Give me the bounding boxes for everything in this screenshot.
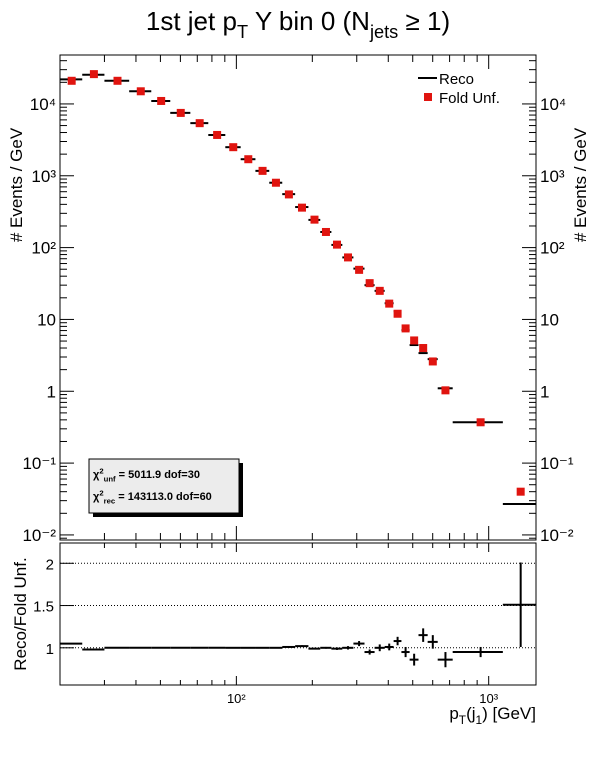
ratio-frame [59,542,537,686]
text-part: T [237,22,248,42]
fold-marker [393,309,402,318]
fold-marker [476,418,485,427]
text-part: ≥ 1) [398,6,450,36]
fold-marker [113,76,122,85]
ratio-y-tick-label: 1 [46,641,54,658]
legend-marker [424,93,432,101]
text-part: χ [93,491,100,503]
text-part: 1st jet p [146,6,237,36]
x-axis-title: pT(j1) [GeV] [449,704,536,727]
y-tick-label: 10⁻² [22,526,56,545]
chart-title: 1st jet pT Y bin 0 (Njets ≥ 1) [146,6,450,42]
text-part: 2 [99,489,103,498]
y-tick-label-right: 10⁴ [540,95,566,114]
ratio-y-axis-title: Reco/Fold Unf. [11,557,30,670]
fold-marker [516,487,525,496]
ratio-y-tick-label: 2 [46,556,54,573]
text-part: T [459,713,466,727]
fold-marker [428,357,437,366]
y-tick-label-right: 10³ [540,167,565,186]
fold-marker [89,70,98,79]
fold-marker [284,190,293,199]
text-part: (j [466,704,475,723]
text-part: χ [93,469,100,481]
text-part: Y bin 0 (N [248,6,370,36]
text-part: unf [104,474,116,483]
text-part: rec [104,496,116,505]
fold-marker [67,76,76,85]
fold-marker [441,386,450,395]
x-tick-label: 10³ [479,691,498,706]
fold-marker [213,130,222,139]
y-tick-label: 10⁻¹ [22,454,56,473]
text-part: = 143113.0 dof=60 [115,491,212,503]
fold-marker [355,265,364,274]
fold-marker [321,227,330,236]
fold-marker [344,253,353,262]
text-part: ) [GeV] [482,704,536,723]
fold-marker [419,344,428,353]
fold-marker [365,279,374,288]
fold-marker [401,324,410,333]
y-tick-label-right: 10⁻² [540,526,574,545]
fold-marker [176,108,185,117]
y-tick-label: 10² [31,239,56,258]
y-tick-label: 1 [47,382,56,401]
fold-marker [385,299,394,308]
fold-marker [297,203,306,212]
y-tick-label-right: 10² [540,239,565,258]
y-tick-label: 10 [37,310,56,329]
fold-marker [157,96,166,105]
fold-marker [229,143,238,152]
y-tick-label-right: 1 [540,382,549,401]
ratio-y-tick-label: 1.5 [33,599,54,616]
text-part: 2 [99,467,103,476]
stats-box [88,458,240,514]
text-part: = 5011.9 dof=30 [116,469,200,481]
legend-label: Reco [439,71,474,88]
y-axis-title-right: # Events / GeV [571,127,590,242]
x-tick-label: 10² [227,691,246,706]
text-part: jets [369,22,398,42]
text-part: p [449,704,458,723]
fold-marker [258,166,267,175]
fold-marker [271,178,280,187]
y-tick-label: 10³ [31,167,56,186]
y-tick-label: 10⁴ [30,95,56,114]
fold-marker [332,240,341,249]
fold-marker [244,155,253,164]
fold-marker [375,286,384,295]
y-axis-title: # Events / GeV [7,127,26,242]
y-tick-label-right: 10⁻¹ [540,454,574,473]
fold-marker [310,215,319,224]
fold-marker [195,119,204,128]
text-part: 1 [476,713,483,727]
stats-line: χ2unf = 5011.9 dof=30 [93,467,200,484]
fold-marker [136,87,145,96]
fold-marker [410,336,419,345]
y-tick-label-right: 10 [540,310,559,329]
stats-line: χ2rec = 143113.0 dof=60 [93,489,212,506]
legend-label: Fold Unf. [439,90,500,107]
